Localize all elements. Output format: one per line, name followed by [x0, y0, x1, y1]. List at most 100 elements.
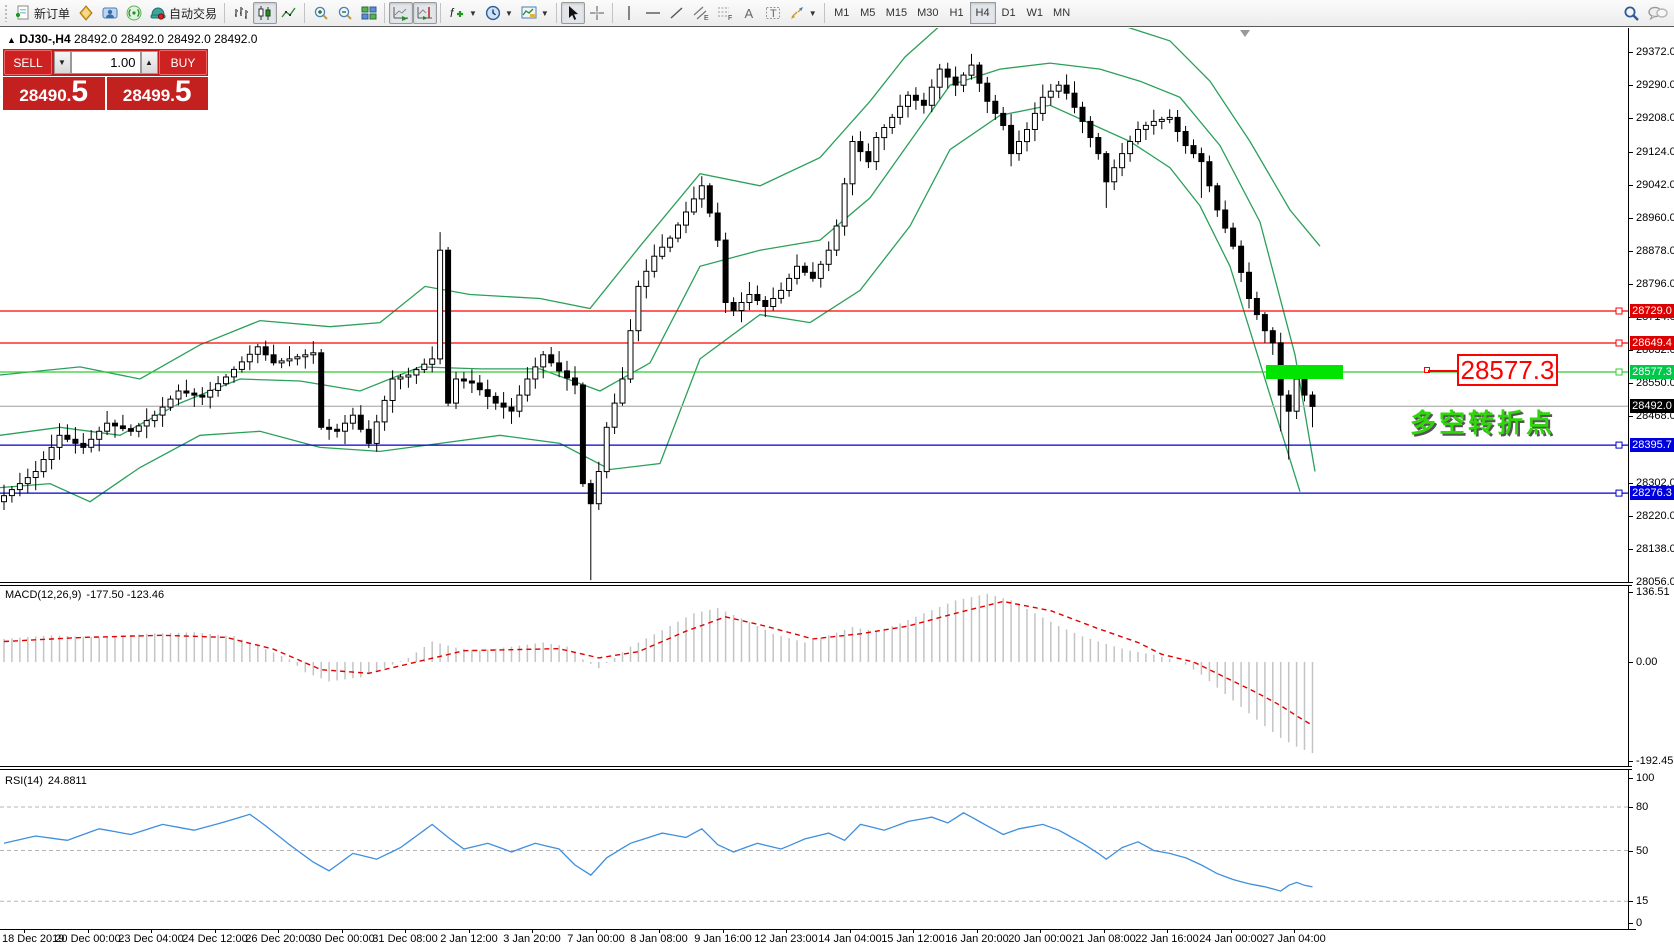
price-axis-tick: [1628, 152, 1633, 153]
rsi-axis-tick: [1628, 807, 1633, 808]
price-axis-tick: [1628, 383, 1633, 384]
line-anchor-square[interactable]: [1615, 339, 1623, 347]
time-axis-label: 14 Jan 04:00: [818, 933, 882, 945]
price-axis-tick-label: 29124.0: [1636, 146, 1674, 158]
sell-button[interactable]: SELL: [4, 50, 52, 75]
new-order-button[interactable]: 新订单: [11, 2, 74, 24]
time-axis-tick: [532, 929, 533, 933]
timeframe-button-M5[interactable]: M5: [860, 7, 876, 19]
main-price-chart[interactable]: [0, 28, 1628, 583]
market-watch-button[interactable]: [98, 2, 122, 24]
price-level-badge: 28729.0: [1630, 304, 1674, 318]
channel-tool-button[interactable]: E: [689, 2, 713, 24]
vertical-line-tool-button[interactable]: [617, 2, 641, 24]
chart-shift-button[interactable]: [413, 2, 438, 24]
chart-ohlc-values: 28492.0 28492.0 28492.0 28492.0: [73, 32, 258, 46]
equidistant-channel-icon: E: [693, 6, 709, 21]
dropdown-caret-icon: ▼: [469, 8, 477, 18]
timeframe-button-D1[interactable]: D1: [1001, 7, 1016, 19]
line-anchor-square[interactable]: [1615, 307, 1623, 315]
chart-shift-marker[interactable]: [1240, 30, 1250, 37]
label-tool-button[interactable]: T: [761, 2, 785, 24]
buy-button[interactable]: BUY: [159, 50, 207, 75]
new-order-icon: [16, 5, 29, 20]
one-click-trading-panel: SELL ▼ ▲ BUY 28490.5 28499.5: [3, 49, 208, 110]
search-button[interactable]: [1619, 2, 1644, 24]
volume-input[interactable]: [70, 51, 141, 74]
sell-price-main: 28490: [19, 86, 67, 105]
line-anchor-square[interactable]: [1615, 489, 1623, 497]
time-axis-tick: [24, 929, 25, 933]
crosshair-tool-button[interactable]: [585, 2, 609, 24]
templates-dropdown[interactable]: ▼: [517, 2, 553, 24]
text-tool-button[interactable]: A: [737, 2, 761, 24]
timeframe-button-H4[interactable]: H4: [969, 2, 996, 24]
fibonacci-tool-button[interactable]: F: [713, 2, 737, 24]
line-anchor-square[interactable]: [1615, 441, 1623, 449]
price-level-badge: 28492.0: [1630, 399, 1674, 413]
rsi-axis-tick: [1628, 923, 1633, 924]
price-callout-box[interactable]: 28577.3: [1457, 354, 1558, 386]
price-divider: [104, 77, 107, 110]
horizontal-line-tool-button[interactable]: [641, 2, 665, 24]
macd-axis-label: 136.51: [1636, 586, 1670, 598]
rsi-axis-tick: [1628, 778, 1633, 779]
rsi-panel-splitter[interactable]: [0, 766, 1632, 770]
timeframe-button-W1[interactable]: W1: [1026, 7, 1044, 19]
svg-text:E: E: [704, 15, 709, 21]
rsi-indicator-chart[interactable]: [0, 771, 1628, 929]
timeframe-button-MN[interactable]: MN: [1053, 7, 1071, 19]
highlight-zone-box[interactable]: [1266, 365, 1343, 379]
price-axis-tick: [1628, 218, 1633, 219]
macd-panel-splitter[interactable]: [0, 582, 1632, 586]
zoom-out-button[interactable]: [333, 2, 357, 24]
trendline-icon: [670, 7, 683, 19]
timeframe-button-M1[interactable]: M1: [834, 7, 850, 19]
macd-indicator-chart[interactable]: [0, 586, 1628, 767]
auto-scroll-button[interactable]: [389, 2, 414, 24]
timeframe-button-M15[interactable]: M15: [885, 7, 908, 19]
periods-dropdown[interactable]: ▼: [481, 2, 517, 24]
bar-chart-button[interactable]: [229, 2, 253, 24]
cursor-tool-button[interactable]: [560, 2, 585, 24]
time-axis-tick: [1104, 929, 1105, 933]
sell-price[interactable]: 28490. 5: [3, 77, 105, 110]
tile-windows-button[interactable]: [357, 2, 381, 24]
clock-icon: [485, 5, 501, 21]
price-axis-tick-label: 28138.0: [1636, 543, 1674, 555]
zoom-in-button[interactable]: [309, 2, 333, 24]
timeframe-button-M30[interactable]: M30: [917, 7, 939, 19]
autotrading-label: 自动交易: [169, 6, 218, 21]
pivot-point-note[interactable]: 多空转折点: [1410, 408, 1556, 438]
line-anchor-square[interactable]: [1615, 368, 1623, 376]
signal-icon: [126, 5, 142, 21]
price-axis-tick-label: 28550.0: [1636, 377, 1674, 389]
toolbar-drag-handle[interactable]: [4, 4, 9, 22]
timeframe-button-H1[interactable]: H1: [949, 7, 964, 19]
macd-name: MACD(12,26,9): [5, 589, 82, 601]
price-axis-tick-label: 28796.0: [1636, 278, 1674, 290]
trendline-tool-button[interactable]: [665, 2, 689, 24]
candlestick-series: [1, 53, 1316, 581]
price-axis-tick: [1628, 516, 1633, 517]
svg-text:f: f: [450, 6, 455, 20]
price-axis-tick: [1628, 416, 1633, 417]
volume-increase-button[interactable]: ▲: [140, 51, 158, 74]
indicators-icon: f: [450, 6, 464, 20]
buy-price[interactable]: 28499. 5: [106, 77, 208, 110]
band-middle-line: [0, 62, 1316, 472]
autotrading-button[interactable]: 自动交易: [146, 2, 221, 24]
crosshair-icon: [589, 6, 604, 20]
candlestick-chart-button[interactable]: [253, 2, 278, 24]
indicators-dropdown[interactable]: f ▼: [445, 2, 481, 24]
toolbar-separator: [384, 3, 386, 23]
collapse-arrow-icon[interactable]: ▲: [7, 35, 16, 45]
price-axis-tick: [1628, 52, 1633, 53]
line-chart-button[interactable]: [277, 2, 301, 24]
volume-decrease-button[interactable]: ▼: [53, 51, 71, 74]
signals-button[interactable]: [122, 2, 146, 24]
chat-button[interactable]: [1644, 2, 1672, 24]
rsi-axis-tick: [1628, 901, 1633, 902]
metaeditor-button[interactable]: [74, 2, 98, 24]
shapes-dropdown[interactable]: ▼: [785, 2, 821, 24]
